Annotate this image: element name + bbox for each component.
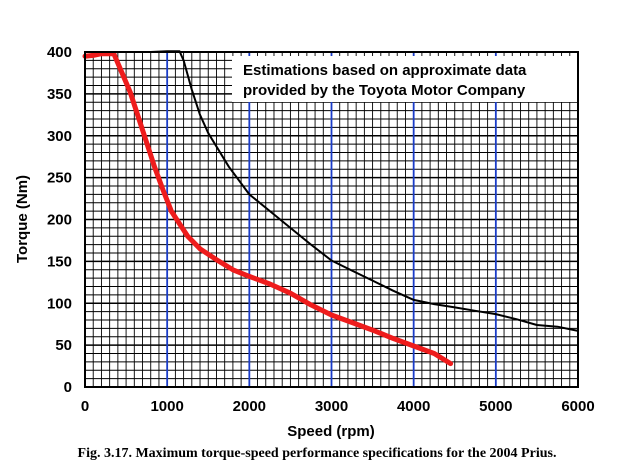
annotation-background (232, 56, 577, 102)
x-tick-label: 6000 (561, 398, 594, 415)
y-tick-label: 150 (47, 253, 72, 270)
x-tick-label: 4000 (397, 398, 430, 415)
x-tick-label: 1000 (150, 398, 183, 415)
series-line-red (82, 51, 454, 367)
y-tick-label: 350 (47, 86, 72, 103)
x-tick-label: 3000 (315, 398, 348, 415)
x-tick-label: 5000 (479, 398, 512, 415)
y-tick-label: 200 (47, 212, 72, 229)
y-tick-label: 300 (47, 128, 72, 145)
x-axis-title: Speed (rpm) (287, 423, 375, 440)
y-tick-label: 50 (55, 337, 72, 354)
x-tick-label: 0 (81, 398, 89, 415)
annotation-line-1: Estimations based on approximate data (243, 62, 527, 79)
x-tick-label: 2000 (233, 398, 266, 415)
grid (84, 51, 579, 388)
y-tick-label: 100 (47, 295, 72, 312)
tick-labels: 0 1000 2000 3000 4000 5000 6000 0 50 100 150 200 250… (47, 44, 595, 415)
annotation-box: Estimations based on approximate data pr… (232, 56, 577, 102)
y-tick-label: 0 (64, 379, 72, 396)
y-tick-label: 400 (47, 44, 72, 61)
y-axis-title: Torque (Nm) (14, 175, 31, 263)
annotation-line-2: provided by the Toyota Motor Company (243, 82, 526, 99)
figure-caption: Fig. 3.17. Maximum torque-speed performa… (78, 446, 557, 461)
y-tick-label: 250 (47, 170, 72, 187)
plot-frame (84, 51, 579, 388)
